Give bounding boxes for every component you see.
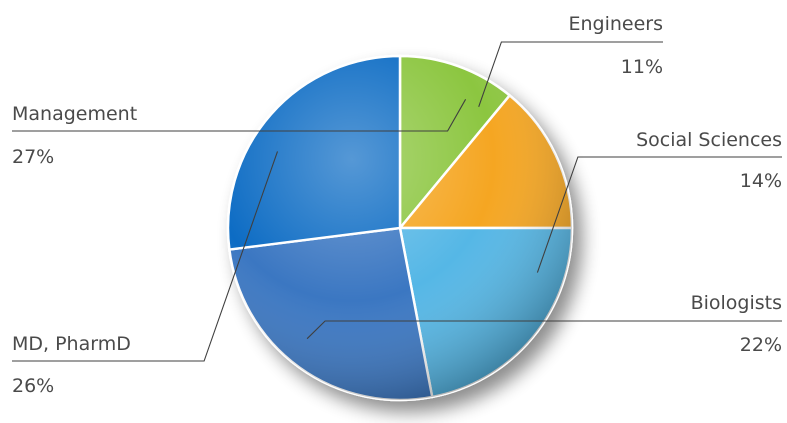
slice-label-biologists: Biologists [691,292,782,314]
leader-line-engineers [478,41,663,107]
slice-value-biologists: 22% [740,334,782,356]
leader-line-management [12,99,467,132]
slice-value-social-sciences: 14% [740,170,782,192]
slice-value-management: 27% [12,146,54,168]
pie-slice-md-pharmd [228,226,434,402]
slice-label-management: Management [12,103,137,125]
leader-line-social-sciences [536,156,782,273]
slice-label-md-pharmd: MD, PharmD [12,333,131,355]
leader-line-md-pharmd [12,151,279,362]
slice-label-engineers: Engineers [568,13,663,35]
leader-line-biologists [306,320,782,340]
slice-value-engineers: 11% [621,56,663,78]
slice-value-md-pharmd: 26% [12,375,54,397]
slice-label-social-sciences: Social Sciences [636,129,782,151]
